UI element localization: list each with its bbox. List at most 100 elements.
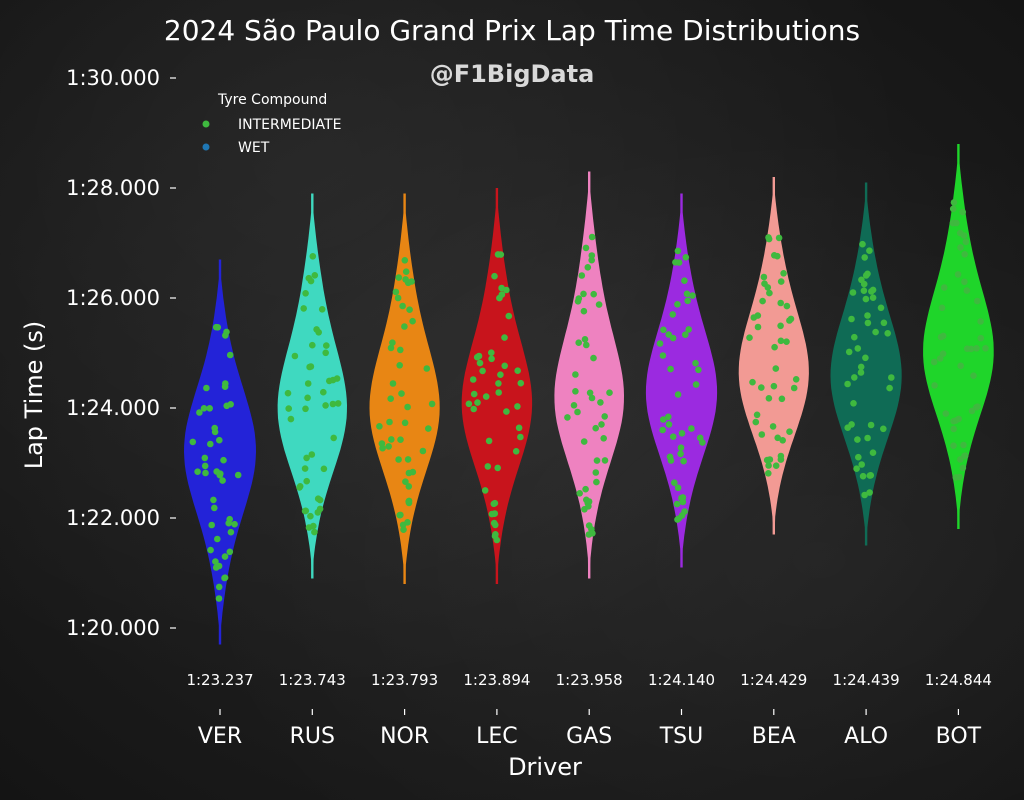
lap-point	[783, 338, 790, 346]
lap-point	[405, 483, 413, 490]
violin-ver	[184, 259, 256, 645]
lap-point	[428, 400, 436, 408]
lap-point	[501, 362, 509, 370]
lap-point	[665, 413, 672, 421]
x-tick-label-rus: RUS	[290, 724, 335, 749]
lap-point	[234, 471, 242, 479]
lap-point	[473, 353, 481, 361]
lap-point	[394, 294, 402, 302]
violins	[184, 144, 994, 645]
lap-point	[949, 205, 957, 213]
lap-point	[749, 378, 756, 386]
lap-point	[208, 521, 215, 529]
lap-point	[564, 414, 571, 421]
y-axis: 1:20.000 1:22.000 1:24.000 1:26.000 1:28.000…	[66, 66, 176, 640]
x-axis-label: Driver	[508, 753, 582, 781]
lap-point	[866, 247, 873, 254]
lap-point	[954, 271, 962, 278]
lap-point	[491, 272, 498, 280]
lap-point	[597, 399, 604, 406]
lap-point	[674, 301, 681, 308]
lap-point	[761, 280, 768, 288]
lap-point	[880, 319, 888, 327]
lap-point	[774, 252, 781, 260]
lap-point	[404, 519, 411, 526]
lap-point	[851, 374, 858, 381]
lap-point	[593, 457, 601, 464]
lap-point	[476, 359, 484, 367]
lap-point	[501, 334, 508, 341]
lap-point	[402, 276, 409, 283]
lap-point	[930, 358, 938, 366]
lap-point	[303, 454, 310, 462]
lap-point	[402, 478, 409, 486]
lap-point	[689, 292, 696, 299]
lap-point	[498, 284, 505, 292]
lap-point	[329, 400, 337, 408]
lap-point	[792, 376, 800, 383]
lap-point	[200, 405, 208, 412]
lap-point	[409, 317, 416, 325]
lap-point	[304, 394, 311, 402]
lap-point	[931, 382, 938, 389]
lap-point	[581, 336, 589, 343]
median-label-bot: 1:24.844	[925, 671, 992, 689]
lap-point	[515, 424, 523, 432]
lap-point	[959, 208, 966, 216]
lap-point	[864, 434, 871, 442]
lap-point	[404, 403, 411, 411]
y-tick-label: 1:28.000	[66, 176, 160, 200]
lap-point	[963, 345, 971, 353]
x-tick-label-gas: GAS	[566, 724, 612, 749]
lap-point	[497, 251, 505, 258]
lap-point	[660, 326, 667, 334]
lap-point	[844, 380, 851, 388]
lap-point	[311, 272, 319, 279]
median-label-gas: 1:23.958	[556, 671, 623, 689]
lap-point	[320, 465, 328, 473]
lap-point	[669, 311, 676, 318]
lap-point	[316, 496, 324, 504]
violin-alo	[830, 182, 902, 546]
lap-point	[862, 272, 870, 279]
lap-point	[758, 431, 766, 438]
lap-point	[867, 421, 875, 429]
lap-point	[746, 334, 753, 342]
lap-point	[595, 301, 603, 308]
lap-point	[849, 289, 857, 296]
lap-point	[215, 583, 223, 591]
lap-point	[401, 257, 409, 264]
lap-point	[482, 393, 490, 400]
lap-point	[585, 503, 592, 510]
lap-point	[214, 535, 221, 543]
lap-point	[672, 259, 679, 266]
lap-point	[669, 433, 677, 441]
lap-point	[666, 453, 674, 461]
lap-point	[678, 430, 686, 437]
lap-point	[392, 288, 400, 296]
lap-point	[766, 289, 773, 297]
lap-point	[221, 553, 229, 560]
x-tick-label-nor: NOR	[380, 724, 429, 749]
lap-point	[215, 595, 223, 602]
lap-point	[302, 290, 309, 297]
lap-point	[387, 395, 395, 403]
lap-point	[665, 421, 673, 428]
lap-point	[695, 366, 702, 374]
lap-point	[937, 333, 945, 341]
lap-point	[959, 464, 967, 472]
median-label-nor: 1:23.793	[371, 671, 438, 689]
lap-point	[750, 314, 758, 321]
lap-point	[212, 558, 219, 565]
lap-point	[479, 367, 486, 375]
lap-point	[320, 388, 327, 396]
lap-point	[680, 457, 687, 465]
lap-point	[877, 304, 885, 312]
lap-point	[955, 415, 962, 423]
lap-point	[973, 345, 980, 352]
lap-point	[765, 395, 773, 402]
lap-point	[598, 421, 605, 428]
lap-point	[858, 461, 865, 468]
lap-point	[589, 530, 596, 537]
